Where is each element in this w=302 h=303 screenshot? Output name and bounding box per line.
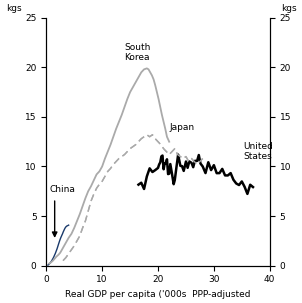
Text: United
States: United States [243, 142, 273, 161]
Text: Japan: Japan [169, 123, 194, 132]
Text: China: China [49, 185, 75, 194]
Text: kgs: kgs [6, 4, 22, 13]
X-axis label: Real GDP per capita ('000s  PPP-adjusted: Real GDP per capita ('000s PPP-adjusted [65, 290, 251, 299]
Text: kgs: kgs [281, 4, 297, 13]
Text: South
Korea: South Korea [124, 43, 151, 62]
